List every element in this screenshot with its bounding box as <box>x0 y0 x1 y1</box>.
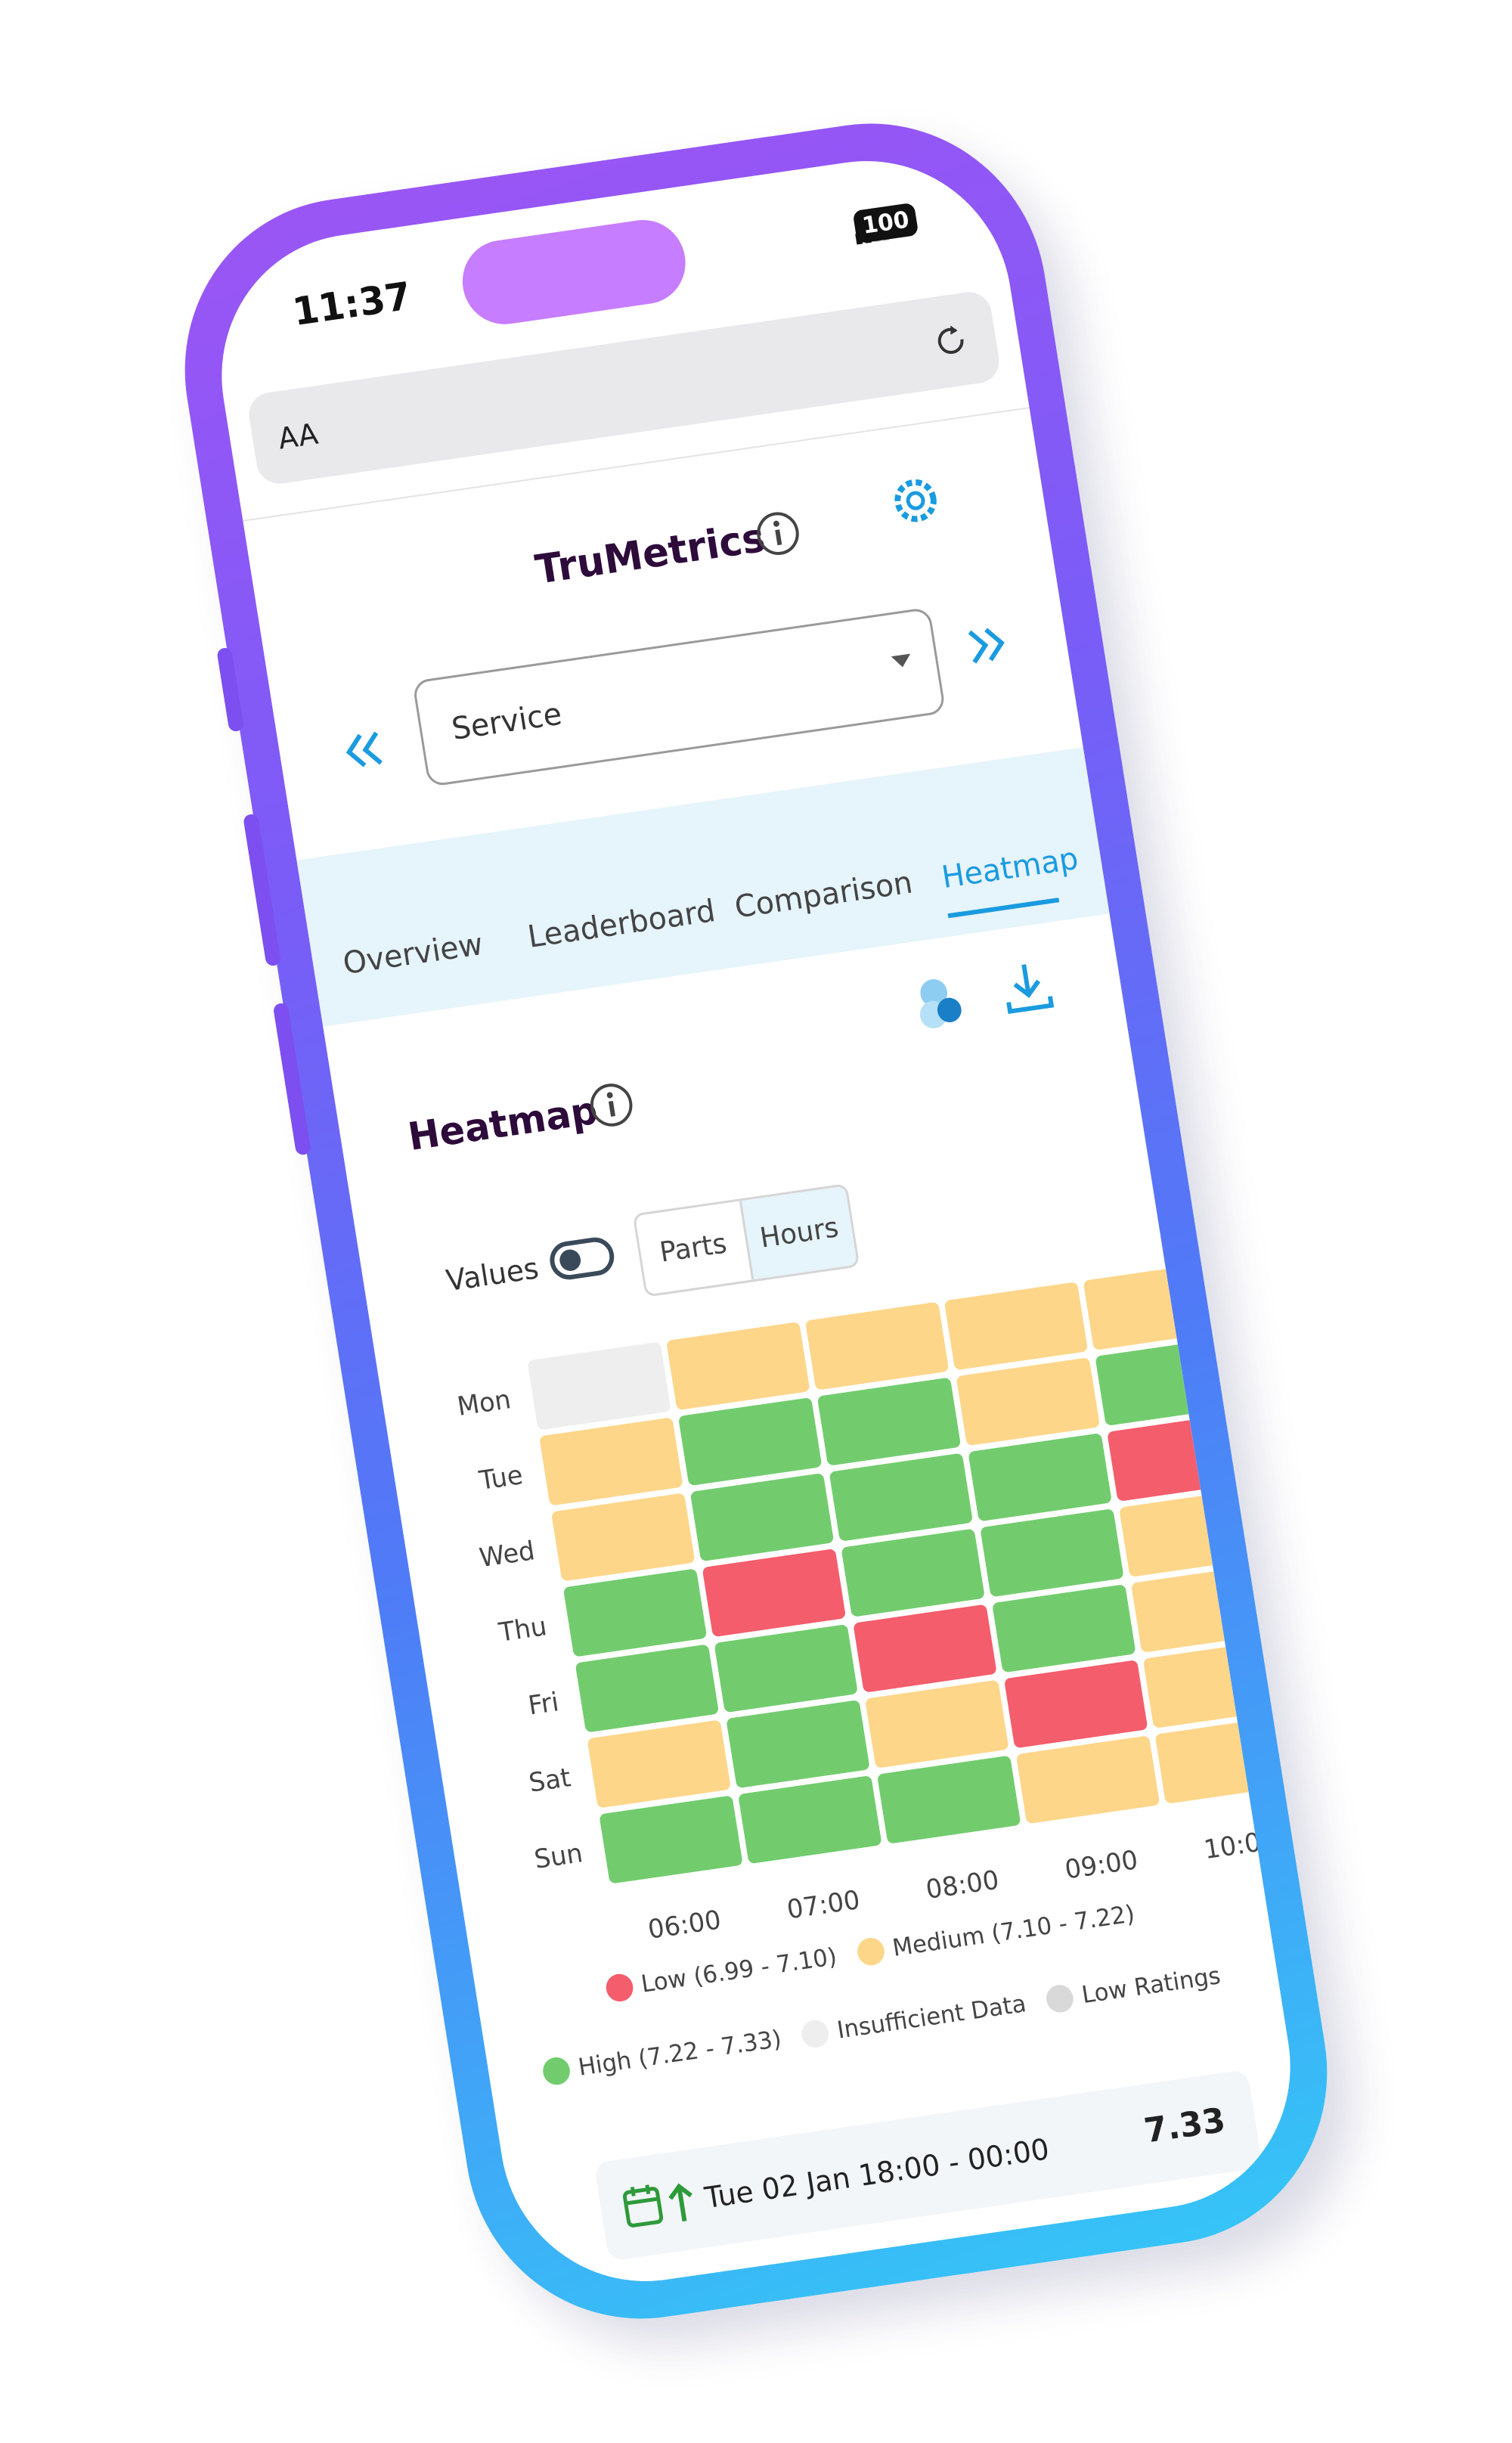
legend-swatch <box>603 1972 635 2004</box>
hour-label: 06:00 <box>646 1905 723 1945</box>
legend-swatch <box>855 1936 887 1967</box>
day-label: Tue <box>476 1460 525 1496</box>
heatmap-cell[interactable] <box>666 1322 810 1410</box>
heatmap-cell[interactable] <box>1095 1338 1239 1426</box>
heatmap-cell[interactable] <box>877 1756 1021 1844</box>
legend-swatch <box>1044 1983 1076 2014</box>
toggle[interactable] <box>546 1231 619 1286</box>
hour-label: 09:00 <box>1063 1845 1140 1886</box>
heatmap-cell[interactable] <box>575 1644 720 1732</box>
segmented-control[interactable]: Parts Hours <box>632 1183 860 1297</box>
info-icon[interactable] <box>581 1075 642 1136</box>
heatmap-cell[interactable] <box>805 1302 950 1390</box>
summary-row[interactable]: Tue 02 Jan 18:00 - 00:00 7.33 <box>593 2069 1263 2262</box>
legend-item: Low Ratings <box>1044 1961 1222 2014</box>
heatmap-cell[interactable] <box>539 1417 683 1505</box>
hour-label: 07:00 <box>785 1885 862 1926</box>
day-label: Fri <box>526 1687 561 1722</box>
heatmap-cell[interactable] <box>1004 1660 1148 1748</box>
heatmap-cell[interactable] <box>1143 1640 1259 1728</box>
values-label: Values <box>444 1251 541 1298</box>
heatmap-cell[interactable] <box>956 1357 1101 1446</box>
legend-item: High (7.22 - 7.33) <box>541 2025 784 2087</box>
dropdown[interactable]: Service <box>411 606 947 788</box>
legend-label: Low Ratings <box>1080 1961 1222 2010</box>
tab-underline <box>947 898 1060 919</box>
url-bar[interactable]: AA <box>246 289 1002 487</box>
heatmap: Mon Tue Wed Thu Fri Sat Sun 06:00 07:00 08:00 09:0… <box>455 1262 1259 1945</box>
heatmap-cell[interactable] <box>1119 1489 1259 1577</box>
heatmap-cell[interactable] <box>599 1795 743 1883</box>
legend-label: Low (6.99 - 7.10) <box>639 1942 839 1998</box>
phone: 11:37 100 AA TruMetrics Service Overview… <box>160 101 1352 2342</box>
heatmap-cell[interactable] <box>738 1775 882 1864</box>
next-icon[interactable] <box>955 619 1014 672</box>
tab[interactable]: Leaderboard <box>525 893 718 956</box>
period: Tue 02 Jan 18:00 - 00:00 <box>702 2131 1052 2215</box>
segment[interactable]: Hours <box>739 1186 858 1280</box>
segment[interactable]: Parts <box>657 1227 730 1269</box>
heatmap-cell[interactable] <box>678 1397 823 1486</box>
heatmap-cell[interactable] <box>992 1584 1136 1673</box>
heatmap-cell[interactable] <box>865 1680 1009 1769</box>
heatmap-cell[interactable] <box>1107 1413 1251 1502</box>
download-icon[interactable] <box>993 953 1062 1022</box>
legend-label: Medium (7.10 - 7.22) <box>891 1900 1137 1962</box>
heatmap-cell[interactable] <box>714 1624 858 1713</box>
tab-bar: Overview Leaderboard Comparison Heatmap <box>296 747 1110 1027</box>
day-label: Sat <box>527 1762 573 1799</box>
heatmap-cell[interactable] <box>690 1473 835 1561</box>
legend-swatch <box>541 2055 572 2087</box>
legend-item: Low (6.99 - 7.10) <box>603 1942 839 2004</box>
dropdown-value: Service <box>449 696 565 748</box>
legend-label: High (7.22 - 7.33) <box>576 2025 784 2082</box>
tab[interactable]: Heatmap <box>939 841 1081 896</box>
prev-icon[interactable] <box>336 724 395 777</box>
hour-label: 10:00 <box>1202 1824 1259 1865</box>
tab[interactable]: Overview <box>340 926 485 982</box>
heatmap-cell[interactable] <box>1131 1564 1259 1653</box>
heatmap-cell[interactable] <box>1016 1735 1160 1824</box>
card-title: Heatmap <box>404 1088 601 1160</box>
heatmap-cell[interactable] <box>841 1529 985 1617</box>
info-icon[interactable] <box>748 504 808 564</box>
day-label: Mon <box>455 1384 513 1422</box>
heatmap-cell[interactable] <box>968 1433 1112 1521</box>
heatmap-cell[interactable] <box>1155 1716 1259 1804</box>
day-label: Sun <box>532 1838 585 1875</box>
day-label: Thu <box>496 1611 549 1648</box>
clock: 11:37 <box>290 273 414 335</box>
heatmap-cell[interactable] <box>527 1341 671 1430</box>
day-label: Wed <box>477 1536 537 1573</box>
heatmap-cell[interactable] <box>702 1549 847 1637</box>
legend-item: Insufficient Data <box>799 1989 1028 2050</box>
calendar-icon <box>622 2183 692 2228</box>
heatmap-cell[interactable] <box>980 1508 1124 1597</box>
heatmap-cell[interactable] <box>817 1378 962 1466</box>
screen: 11:37 100 AA TruMetrics Service Overview… <box>200 142 1312 2300</box>
theme-icon[interactable] <box>904 964 981 1042</box>
side-button <box>243 813 282 967</box>
heatmap-cell[interactable] <box>551 1493 696 1581</box>
heatmap-cell[interactable] <box>1083 1262 1228 1350</box>
heatmap-cell[interactable] <box>944 1282 1089 1370</box>
side-button <box>272 1002 311 1156</box>
legend-swatch <box>799 2018 831 2050</box>
heatmap-cell[interactable] <box>726 1700 870 1788</box>
hour-label: 08:00 <box>924 1865 1001 1905</box>
heatmap-cell[interactable] <box>563 1568 708 1657</box>
side-button <box>216 646 245 733</box>
settings-icon[interactable] <box>881 467 950 535</box>
heatmap-cell[interactable] <box>587 1719 731 1808</box>
text-size[interactable]: AA <box>275 417 321 456</box>
heatmap-cell[interactable] <box>853 1604 997 1693</box>
reload-icon[interactable] <box>925 315 977 367</box>
caret <box>891 653 911 668</box>
heatmap-cell[interactable] <box>829 1453 974 1542</box>
period-value: 7.33 <box>1142 2100 1228 2151</box>
tab[interactable]: Comparison <box>732 864 916 925</box>
legend-label: Insufficient Data <box>835 1989 1028 2045</box>
